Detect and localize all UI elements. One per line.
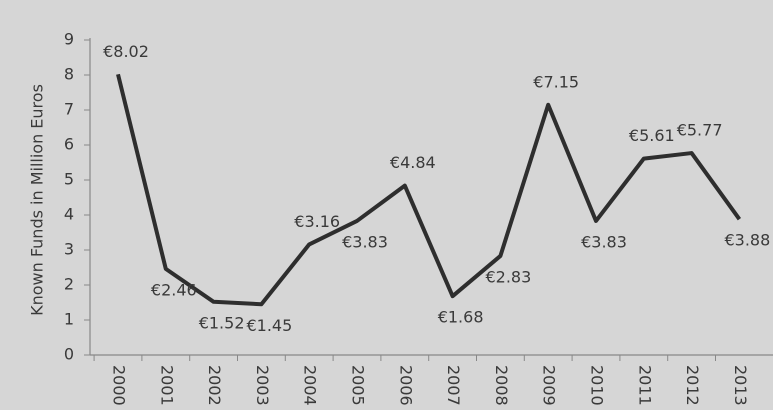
y-tick-label: 6 (64, 135, 74, 154)
data-label: €7.15 (533, 72, 579, 91)
x-tick-label: 2006 (396, 365, 415, 406)
data-label: €3.83 (581, 232, 627, 251)
data-label: €8.02 (103, 42, 149, 61)
data-label: €1.45 (246, 316, 292, 335)
x-tick-label: 2011 (635, 365, 654, 406)
y-tick-label: 5 (64, 170, 74, 189)
x-tick-label: 2010 (588, 365, 607, 406)
data-label: €3.88 (724, 231, 770, 250)
y-tick-label: 1 (64, 310, 74, 329)
line (116, 73, 742, 307)
data-label: €1.52 (199, 313, 245, 332)
y-tick-label: 7 (64, 100, 74, 119)
data-label: €3.16 (294, 212, 340, 231)
y-tick-label: 3 (64, 240, 74, 259)
x-tick-label: 2009 (540, 365, 559, 406)
data-label: €3.83 (342, 232, 388, 251)
x-tick-label: 2007 (444, 365, 463, 406)
y-tick-label: 4 (64, 205, 74, 224)
y-axis-label: Known Funds in Million Euros (28, 84, 47, 316)
y-tick-label: 8 (64, 65, 74, 84)
y-tick-label: 2 (64, 275, 74, 294)
x-tick-label: 2008 (492, 365, 511, 406)
data-label: €2.46 (151, 280, 197, 299)
y-tick-label: 9 (64, 30, 74, 49)
data-label: €1.68 (438, 308, 484, 327)
y-tick-label: 0 (64, 345, 74, 364)
data-label: €5.77 (677, 121, 723, 140)
x-tick-label: 2013 (731, 365, 750, 406)
x-tick-label: 2000 (110, 365, 129, 406)
data-label: €2.83 (485, 267, 531, 286)
data-label: €5.61 (629, 126, 675, 145)
x-tick-label: 2012 (683, 365, 702, 406)
data-label: €4.84 (390, 153, 436, 172)
x-tick-label: 2003 (253, 365, 272, 406)
x-tick-label: 2005 (349, 365, 368, 406)
x-tick-label: 2001 (157, 365, 176, 406)
x-tick-label: 2002 (205, 365, 224, 406)
x-tick-label: 2004 (301, 365, 320, 406)
